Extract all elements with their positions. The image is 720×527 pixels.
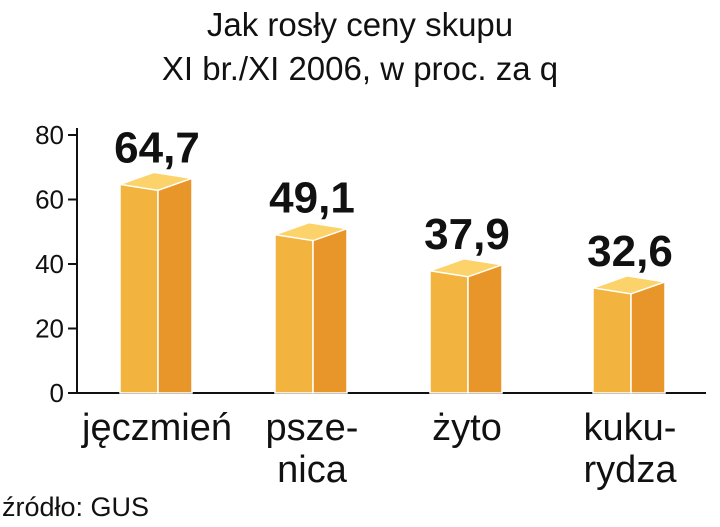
- x-tick-label: kuku-: [584, 407, 677, 449]
- bar-top: [429, 258, 503, 278]
- bar-top: [119, 171, 193, 192]
- bar-top: [592, 275, 666, 295]
- chart-title: Jak rosły ceny skupu: [207, 6, 513, 43]
- bar-side: [467, 263, 503, 394]
- bar-front: [592, 287, 632, 394]
- value-label: 64,7: [114, 123, 200, 172]
- bar-side: [312, 227, 348, 394]
- x-tick-label: psze-: [266, 407, 359, 449]
- bar: [429, 258, 503, 394]
- x-tick-label: jęczmień: [81, 407, 232, 449]
- bar-front: [429, 270, 469, 394]
- bar: [274, 221, 348, 394]
- y-tick-label: 40: [35, 249, 64, 279]
- bar-side: [157, 177, 193, 394]
- x-tick-label: rydza: [584, 449, 678, 491]
- value-label: 32,6: [587, 227, 673, 276]
- source: źródło: GUS: [2, 492, 149, 522]
- bar-side: [630, 280, 666, 394]
- bar: [592, 275, 666, 394]
- bar-top: [274, 221, 348, 242]
- bar: [119, 171, 193, 394]
- y-tick-label: 20: [35, 314, 64, 344]
- y-tick-label: 80: [35, 120, 64, 150]
- value-label: 37,9: [424, 210, 510, 259]
- bar-front: [119, 183, 159, 394]
- y-tick-label: 60: [35, 185, 64, 215]
- chart-subtitle: XI br./XI 2006, w proc. za q: [162, 50, 558, 87]
- x-tick-label: żyto: [432, 407, 502, 449]
- value-label: 49,1: [269, 174, 355, 223]
- bar-front: [274, 233, 314, 394]
- y-tick-label: 0: [50, 378, 64, 408]
- x-tick-label: nica: [277, 449, 348, 491]
